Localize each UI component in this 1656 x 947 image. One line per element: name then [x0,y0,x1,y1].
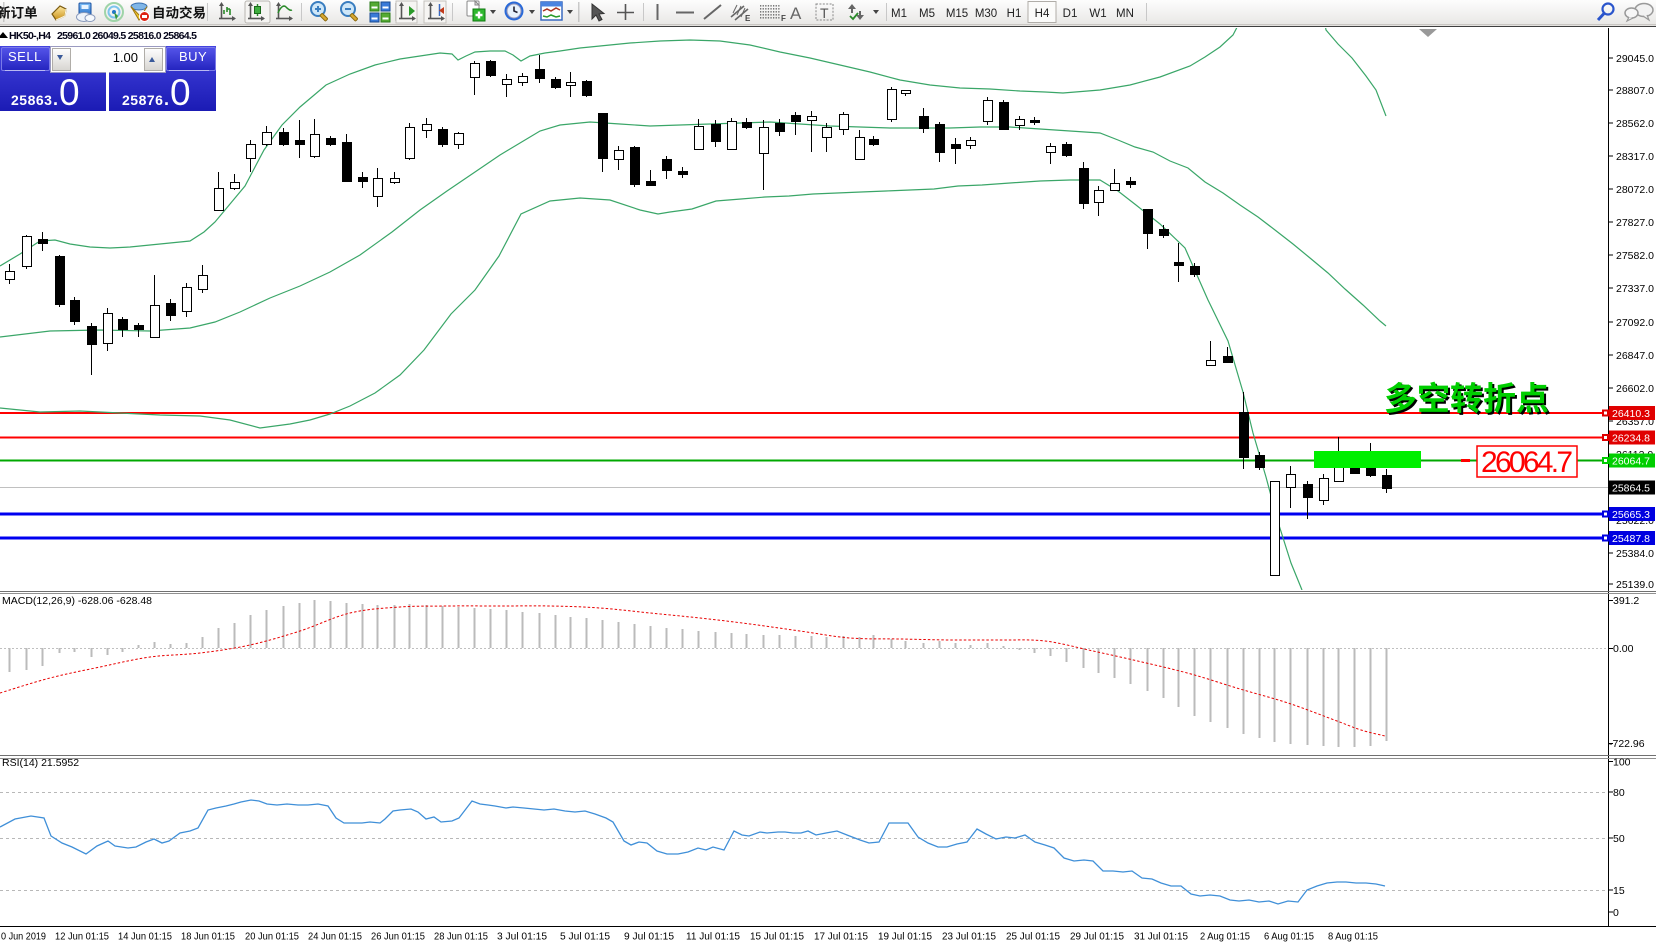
svg-text:15: 15 [1613,885,1625,897]
svg-text:F: F [781,14,786,23]
svg-text:20 Jun 01:15: 20 Jun 01:15 [245,931,299,943]
svg-text:28 Jun 01:15: 28 Jun 01:15 [434,931,488,943]
svg-text:H1: H1 [1007,8,1022,20]
svg-text:A: A [790,4,802,23]
svg-text:28317.0: 28317.0 [1616,151,1654,163]
svg-text:27092.0: 27092.0 [1616,317,1654,329]
svg-text:25 Jul 01:15: 25 Jul 01:15 [1006,931,1060,943]
svg-text:HK50-,H4: HK50-,H4 [9,30,51,42]
svg-text:T: T [820,5,829,21]
svg-text:D1: D1 [1063,8,1078,20]
svg-text:3 Jul 01:15: 3 Jul 01:15 [497,931,547,943]
svg-text:26602.0: 26602.0 [1616,383,1654,395]
svg-text:26234.8: 26234.8 [1612,433,1650,445]
svg-text:25139.0: 25139.0 [1616,579,1654,591]
svg-text:80: 80 [1613,787,1625,799]
svg-text:391.2: 391.2 [1613,595,1639,607]
svg-text:28072.0: 28072.0 [1616,184,1654,196]
svg-text:2 Aug 01:15: 2 Aug 01:15 [1200,931,1250,943]
svg-text:29045.0: 29045.0 [1616,53,1654,65]
svg-text:0: 0 [1613,907,1619,919]
svg-text:6 Aug 01:15: 6 Aug 01:15 [1264,931,1314,943]
svg-text:26064.7: 26064.7 [1481,446,1573,479]
svg-text:29 Jul 01:15: 29 Jul 01:15 [1070,931,1124,943]
svg-text:M5: M5 [919,8,935,20]
svg-text:28562.0: 28562.0 [1616,118,1654,130]
svg-text:RSI(14) 21.5952: RSI(14) 21.5952 [2,757,79,769]
svg-text:27582.0: 27582.0 [1616,250,1654,262]
svg-text:25961.0 26049.5 25816.0 25864.: 25961.0 26049.5 25816.0 25864.5 [57,30,197,42]
svg-text:12 Jun 01:15: 12 Jun 01:15 [55,931,109,943]
svg-text:24 Jun 01:15: 24 Jun 01:15 [308,931,362,943]
svg-text:W1: W1 [1089,8,1106,20]
svg-text:18 Jun 01:15: 18 Jun 01:15 [181,931,235,943]
svg-text:27827.0: 27827.0 [1616,217,1654,229]
svg-text:0 Jun 2019: 0 Jun 2019 [1,931,46,943]
svg-text:-722.96: -722.96 [1609,738,1645,750]
svg-text:25487.8: 25487.8 [1612,533,1650,545]
svg-text:28807.0: 28807.0 [1616,85,1654,97]
svg-text:15 Jul 01:15: 15 Jul 01:15 [750,931,804,943]
svg-text:MACD(12,26,9) -628.06 -628.48: MACD(12,26,9) -628.06 -628.48 [2,595,152,607]
svg-text:5 Jul 01:15: 5 Jul 01:15 [560,931,610,943]
svg-text:25384.0: 25384.0 [1616,548,1654,560]
svg-text:M30: M30 [975,8,997,20]
svg-text:H4: H4 [1035,8,1050,20]
svg-text:26410.3: 26410.3 [1612,408,1650,420]
svg-text:M15: M15 [946,8,968,20]
svg-text:26064.7: 26064.7 [1612,456,1650,468]
svg-text:50: 50 [1613,833,1625,845]
svg-text:25665.3: 25665.3 [1612,509,1650,521]
svg-text:9 Jul 01:15: 9 Jul 01:15 [624,931,674,943]
svg-text:M1: M1 [891,8,907,20]
svg-text:0.00: 0.00 [1613,643,1634,655]
svg-text:17 Jul 01:15: 17 Jul 01:15 [814,931,868,943]
svg-text:27337.0: 27337.0 [1616,283,1654,295]
svg-text:14 Jun 01:15: 14 Jun 01:15 [118,931,172,943]
svg-text:26 Jun 01:15: 26 Jun 01:15 [371,931,425,943]
svg-text:11 Jul 01:15: 11 Jul 01:15 [686,931,740,943]
svg-text:8 Aug 01:15: 8 Aug 01:15 [1328,931,1378,943]
svg-text:19 Jul 01:15: 19 Jul 01:15 [878,931,932,943]
svg-text:E: E [745,14,751,23]
svg-text:100: 100 [1613,757,1631,769]
svg-text:31 Jul 01:15: 31 Jul 01:15 [1134,931,1188,943]
svg-text:MN: MN [1116,8,1134,20]
svg-text:26847.0: 26847.0 [1616,350,1654,362]
svg-text:25864.5: 25864.5 [1612,483,1650,495]
svg-text:23 Jul 01:15: 23 Jul 01:15 [942,931,996,943]
